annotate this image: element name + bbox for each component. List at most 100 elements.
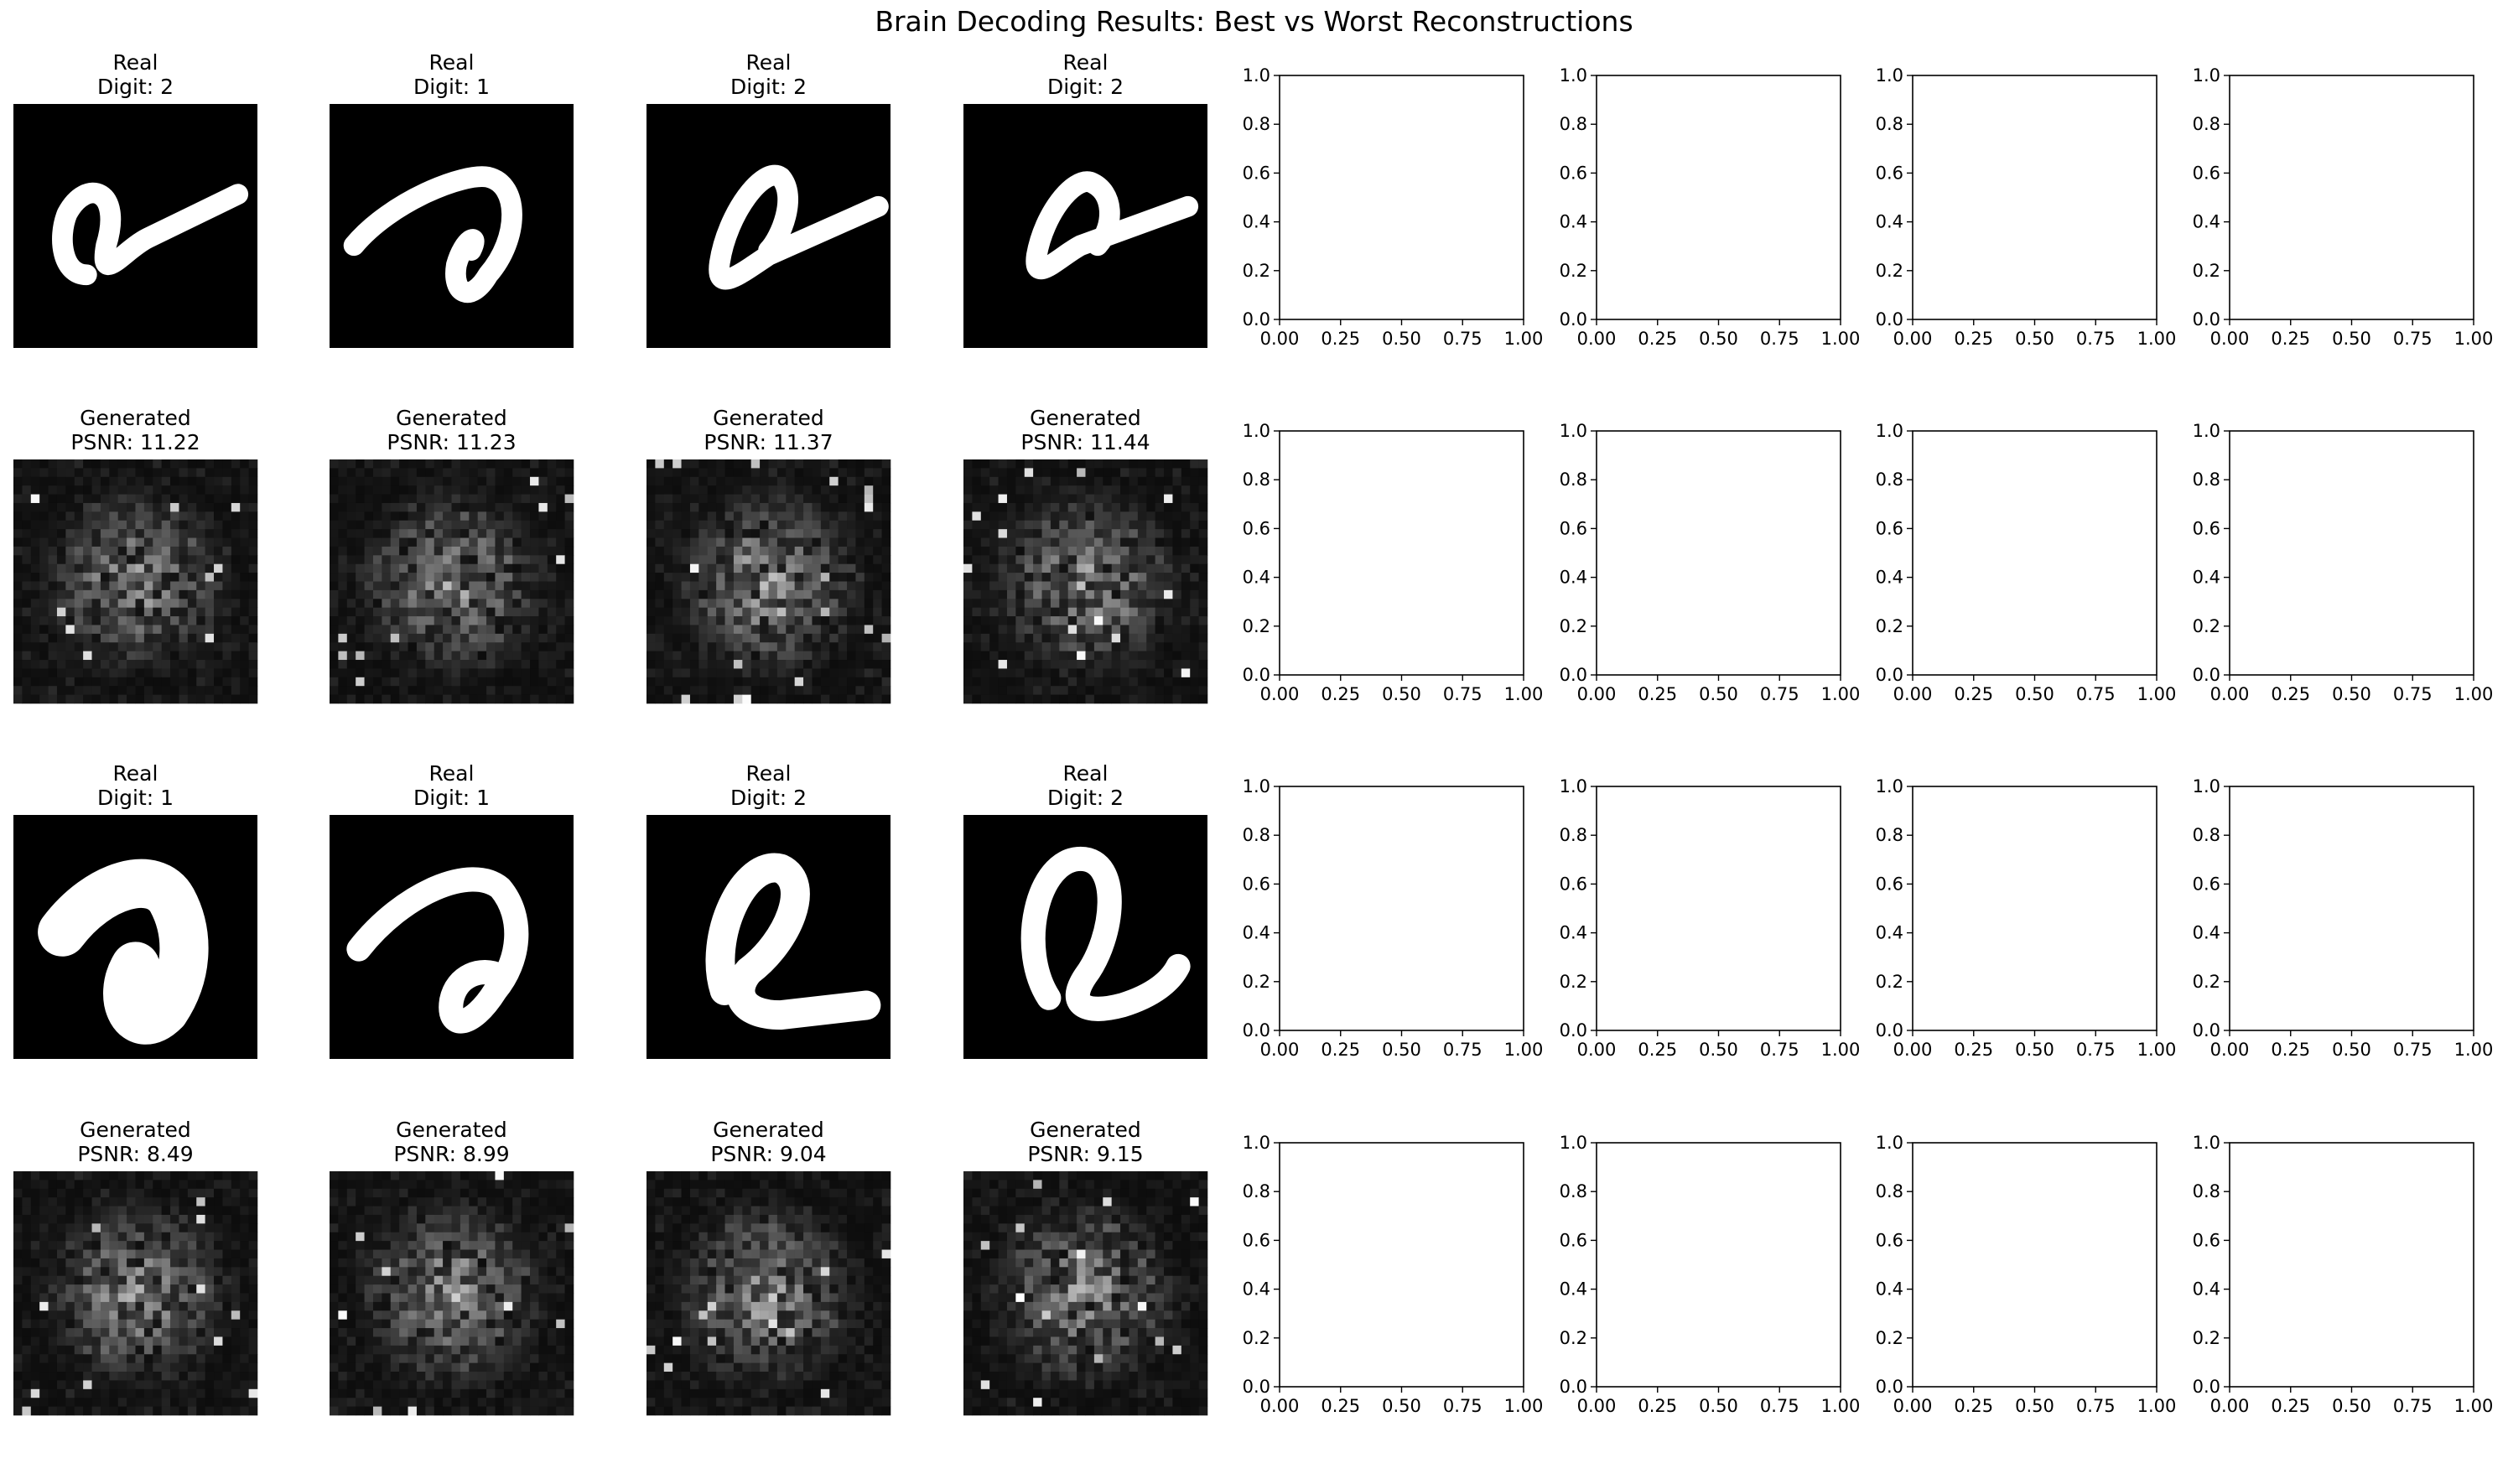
noise-pixel [382, 686, 392, 695]
noise-pixel [117, 1241, 127, 1250]
noise-pixel [170, 599, 179, 608]
noise-pixel [382, 607, 392, 617]
noise-pixel [1059, 476, 1069, 486]
noise-pixel [205, 1336, 215, 1346]
noise-pixel [196, 1398, 205, 1407]
noise-pixel [495, 1258, 505, 1268]
noise-pixel [1041, 511, 1051, 521]
noise-pixel [538, 573, 548, 582]
noise-pixel [161, 633, 171, 643]
noise-pixel [980, 686, 990, 695]
noise-pixel [30, 511, 40, 521]
noise-pixel [135, 520, 145, 530]
noise-pixel [521, 494, 531, 504]
noise-pixel [443, 468, 452, 478]
noise-pixel [556, 1362, 565, 1372]
noise-pixel [963, 633, 973, 643]
noise-pixel [486, 1249, 496, 1259]
noise-pixel [1050, 633, 1060, 643]
noise-pixel [646, 651, 656, 661]
noise-pixel [547, 563, 557, 573]
noise-pixel [248, 1249, 258, 1259]
noise-pixel [48, 494, 58, 504]
noise-pixel [776, 520, 787, 530]
noise-pixel [512, 1406, 522, 1416]
noise-pixel [556, 537, 565, 547]
noise-pixel [768, 1241, 778, 1250]
noise-pixel [356, 1275, 365, 1285]
noise-pixel [1172, 494, 1182, 504]
noise-pixel [486, 476, 496, 486]
noise-pixel [1137, 607, 1147, 617]
noise-pixel [547, 1310, 557, 1320]
noise-pixel [214, 1241, 223, 1250]
noise-pixel [91, 642, 101, 651]
noise-pixel [698, 1197, 709, 1206]
noise-pixel [231, 1206, 241, 1216]
noise-pixel [179, 677, 189, 687]
noise-pixel [240, 511, 249, 521]
noise-pixel [864, 616, 874, 625]
noise-pixel [698, 563, 709, 573]
noise-pixel [847, 1214, 856, 1224]
noise-pixel [248, 642, 258, 651]
noise-pixel [143, 1398, 153, 1407]
noise-pixel [416, 607, 426, 617]
noise-pixel [750, 642, 761, 651]
noise-pixel [786, 511, 795, 521]
noise-pixel [214, 1188, 223, 1198]
noise-pixel [786, 546, 795, 556]
noise-pixel [48, 1345, 58, 1355]
noise-pixel [153, 660, 162, 669]
noise-pixel [477, 1372, 487, 1381]
noise-pixel [1033, 686, 1042, 695]
noise-pixel [707, 642, 717, 651]
noise-pixel [1172, 537, 1182, 547]
noise-pixel [179, 1398, 189, 1407]
noise-pixel [356, 625, 365, 635]
noise-pixel [170, 476, 179, 486]
noise-pixel [179, 468, 189, 478]
noise-pixel [556, 642, 565, 651]
noise-pixel [425, 502, 435, 512]
noise-pixel [655, 1214, 665, 1224]
noise-pixel [681, 694, 691, 704]
noise-pixel [100, 1398, 110, 1407]
noise-pixel [1155, 555, 1165, 565]
noise-pixel [881, 573, 891, 582]
noise-pixel [1024, 502, 1034, 512]
noise-pixel [39, 520, 49, 530]
noise-pixel [716, 529, 725, 538]
noise-pixel [1190, 529, 1199, 538]
noise-pixel [530, 607, 539, 617]
noise-pixel [495, 494, 505, 504]
noise-pixel [750, 573, 761, 582]
noise-pixel [530, 1223, 539, 1233]
noise-pixel [74, 1406, 84, 1416]
noise-pixel [451, 1197, 461, 1206]
noise-pixel [65, 1258, 75, 1268]
noise-pixel [248, 1275, 258, 1285]
noise-pixel [460, 1223, 470, 1233]
noise-pixel [1085, 607, 1095, 617]
noise-pixel [495, 573, 505, 582]
noise-pixel [768, 642, 778, 651]
noise-pixel [161, 1275, 171, 1285]
noise-pixel [776, 511, 787, 521]
noise-pixel [564, 546, 574, 556]
noise-pixel [503, 494, 513, 504]
noise-pixel [56, 563, 66, 573]
noise-pixel [512, 476, 522, 486]
noise-pixel [135, 589, 145, 599]
noise-pixel [65, 520, 75, 530]
noise-pixel [530, 677, 539, 687]
noise-pixel [135, 1267, 145, 1277]
noise-pixel [330, 1206, 339, 1216]
noise-pixel [205, 1267, 215, 1277]
noise-pixel [1067, 573, 1077, 582]
noise-pixel [881, 494, 891, 504]
noise-pixel [1077, 677, 1086, 687]
noise-pixel [786, 1223, 795, 1233]
noise-pixel [214, 1267, 223, 1277]
noise-pixel [1146, 485, 1155, 495]
